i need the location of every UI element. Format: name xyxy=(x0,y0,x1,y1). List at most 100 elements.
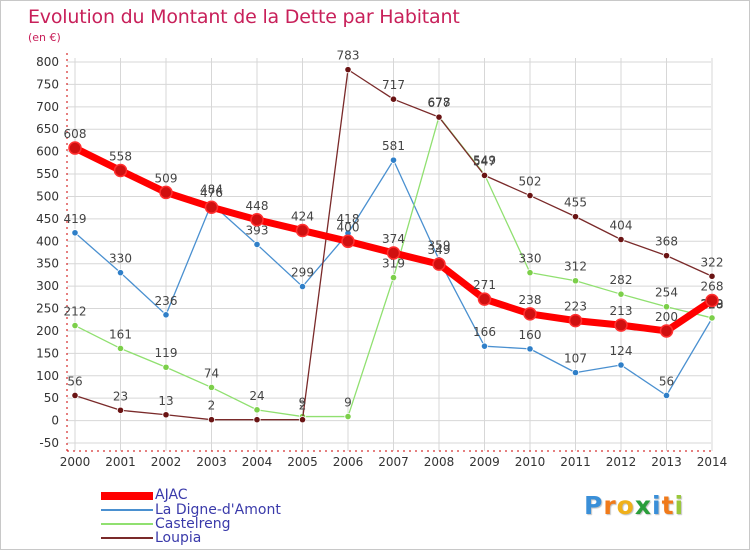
data-point-castelreng xyxy=(162,363,170,371)
data-point-loupia xyxy=(571,213,580,221)
data-label-la-digne-d-amont: 359 xyxy=(428,239,451,253)
data-point-castelreng xyxy=(617,290,625,298)
y-tick-label: 350 xyxy=(36,257,59,271)
legend-swatch-ajac xyxy=(101,492,153,500)
x-tick-label: 2010 xyxy=(515,455,546,469)
data-label-ajac: 200 xyxy=(655,310,678,324)
data-label-ajac: 608 xyxy=(64,127,87,141)
y-tick-label: 400 xyxy=(36,234,59,248)
data-point-ajac xyxy=(614,318,628,332)
data-point-loupia xyxy=(662,252,671,260)
x-tick-label: 2000 xyxy=(60,455,91,469)
data-label-castelreng: 119 xyxy=(155,346,178,360)
data-point-castelreng xyxy=(207,383,216,392)
data-point-loupia xyxy=(344,66,352,74)
x-tick-label: 2001 xyxy=(105,455,136,469)
legend-item-loupia: Loupia xyxy=(101,530,361,546)
data-point-ajac xyxy=(523,307,537,321)
data-point-ajac xyxy=(68,141,82,155)
data-label-loupia: 2 xyxy=(299,399,307,413)
data-point-loupia xyxy=(526,191,534,200)
y-tick-label: 550 xyxy=(36,167,59,181)
legend-item-la-digne: La Digne-d'Amont xyxy=(101,502,361,518)
data-point-castelreng xyxy=(344,412,352,421)
data-point-ajac xyxy=(113,163,128,178)
data-point-la-digne-d-amont xyxy=(662,391,671,400)
data-label-loupia: 455 xyxy=(564,196,587,210)
data-label-la-digne-d-amont: 418 xyxy=(337,212,360,226)
data-point-la-digne-d-amont xyxy=(526,345,534,353)
data-label-castelreng: 254 xyxy=(655,286,678,300)
data-point-castelreng xyxy=(71,321,79,330)
data-label-la-digne-d-amont: 299 xyxy=(291,266,314,280)
y-tick-label: 450 xyxy=(36,212,59,226)
x-tick-label: 2003 xyxy=(196,455,227,469)
data-label-ajac: 349 xyxy=(428,243,451,257)
x-tick-label: 2009 xyxy=(469,455,500,469)
data-point-ajac xyxy=(477,292,492,306)
data-label-loupia: 404 xyxy=(610,219,633,233)
legend-swatch-la-digne xyxy=(101,509,153,511)
legend-label-castelreng: Castelreng xyxy=(155,516,231,532)
data-label-la-digne-d-amont: 166 xyxy=(473,325,496,339)
y-tick-label: 250 xyxy=(36,302,59,316)
data-label-la-digne-d-amont: 56 xyxy=(659,374,674,388)
data-point-ajac xyxy=(568,313,583,328)
legend-swatch-castelreng xyxy=(101,523,153,525)
data-label-loupia: 322 xyxy=(701,255,724,269)
data-label-castelreng: 9 xyxy=(299,396,307,410)
data-label-castelreng: 74 xyxy=(204,366,219,380)
x-tick-label: 2011 xyxy=(560,455,591,469)
logo-letter: r xyxy=(603,491,617,520)
legend-item-castelreng: Castelreng xyxy=(101,516,361,532)
legend-item-ajac: AJAC xyxy=(101,487,361,503)
y-tick-label: 150 xyxy=(36,346,59,360)
data-point-la-digne-d-amont xyxy=(617,361,625,369)
data-label-loupia: 368 xyxy=(655,235,678,249)
data-label-la-digne-d-amont: 236 xyxy=(155,294,178,308)
data-point-loupia xyxy=(71,391,79,400)
logo-letter: x xyxy=(634,491,652,520)
x-tick-label: 2006 xyxy=(333,455,364,469)
y-tick-label: 50 xyxy=(44,391,59,405)
y-tick-label: 600 xyxy=(36,145,59,159)
data-label-ajac: 223 xyxy=(564,300,587,314)
data-point-loupia xyxy=(480,171,489,180)
data-label-ajac: 271 xyxy=(473,278,496,292)
data-point-la-digne-d-amont xyxy=(253,240,261,249)
data-point-ajac xyxy=(295,223,310,238)
data-point-loupia xyxy=(435,113,443,121)
logo-letter: P xyxy=(584,491,604,520)
y-tick-label: -50 xyxy=(39,436,59,450)
data-label-castelreng: 282 xyxy=(610,273,633,287)
x-tick-label: 2004 xyxy=(242,455,273,469)
y-tick-label: 300 xyxy=(36,279,59,293)
data-label-la-digne-d-amont: 419 xyxy=(64,212,87,226)
y-tick-label: 700 xyxy=(36,100,59,114)
data-label-ajac: 558 xyxy=(109,149,132,163)
data-label-loupia: 717 xyxy=(382,78,405,92)
data-point-ajac xyxy=(432,257,446,271)
x-tick-label: 2013 xyxy=(651,455,682,469)
y-tick-label: 750 xyxy=(36,77,59,91)
data-point-la-digne-d-amont xyxy=(116,269,125,277)
data-label-la-digne-d-amont: 124 xyxy=(610,344,633,358)
data-point-la-digne-d-amont xyxy=(480,342,489,350)
data-point-castelreng xyxy=(253,406,261,414)
data-label-loupia: 2 xyxy=(208,399,216,413)
logo-letter: i xyxy=(652,491,662,520)
data-point-loupia xyxy=(298,416,307,424)
data-label-castelreng: 161 xyxy=(109,327,132,341)
legend-label-ajac: AJAC xyxy=(155,487,188,503)
legend-swatch-loupia xyxy=(101,537,153,539)
data-point-loupia xyxy=(253,416,261,424)
data-label-ajac: 268 xyxy=(701,279,724,293)
y-tick-label: 800 xyxy=(36,55,59,69)
data-label-la-digne-d-amont: 484 xyxy=(200,183,223,197)
data-label-la-digne-d-amont: 581 xyxy=(382,139,405,153)
x-tick-label: 2008 xyxy=(424,455,455,469)
data-label-castelreng: 212 xyxy=(64,305,87,319)
data-point-loupia xyxy=(389,95,398,103)
data-point-castelreng xyxy=(708,314,716,322)
